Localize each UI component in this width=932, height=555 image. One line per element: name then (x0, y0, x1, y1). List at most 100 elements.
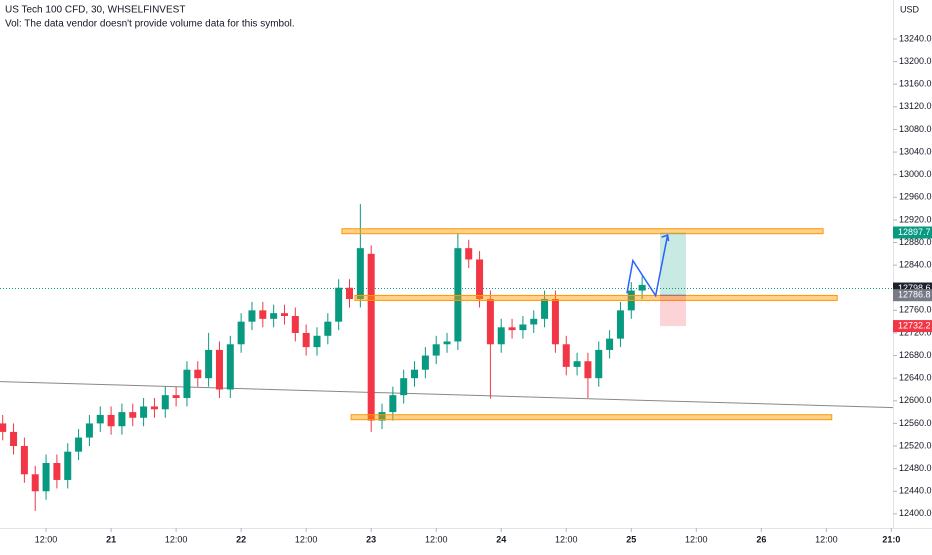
candle-body (129, 412, 137, 418)
x-tick-label: 12:00 (35, 534, 58, 544)
candle-body (432, 344, 440, 356)
x-tick-label: 12:00 (165, 534, 188, 544)
x-tick-label: 12:00 (555, 534, 578, 544)
x-tick-label: 22 (236, 534, 246, 544)
entry-price-label-bg (893, 289, 932, 302)
candle-body (75, 437, 83, 452)
y-tick-label: 12480.0 (899, 463, 932, 473)
candle-body (378, 412, 386, 421)
chart-subtitle: Vol: The data vendor doesn't provide vol… (5, 19, 295, 30)
y-tick-label: 13000.0 (899, 169, 932, 179)
candle-body (248, 310, 256, 322)
x-tick-label: 12:00 (685, 534, 708, 544)
candle-body (42, 462, 50, 492)
candle-body (150, 406, 158, 410)
candle-body (10, 431, 18, 447)
candle-body (280, 313, 288, 317)
x-tick-label: 12:00 (425, 534, 448, 544)
candle-body (20, 446, 28, 475)
candle-body (172, 395, 180, 398)
x-tick-label: 23 (366, 534, 376, 544)
arrow-head (661, 234, 670, 242)
candle-body (508, 327, 516, 331)
candle-body (476, 259, 484, 300)
candle-body (53, 462, 61, 480)
position-stop-area (659, 295, 687, 327)
candle-body (443, 341, 451, 345)
chart-title: US Tech 100 CFD, 30, WHSELFINVEST (5, 5, 185, 16)
candle-body (497, 327, 505, 345)
candle-body (194, 369, 202, 379)
y-tick-label: 12960.0 (899, 192, 932, 202)
x-tick-label: 12:00 (815, 534, 838, 544)
currency: USD (900, 4, 920, 14)
stop-price-label-bg (893, 320, 932, 333)
x-tick-label: 26 (756, 534, 766, 544)
candle-body (389, 395, 397, 413)
candle-body (270, 313, 278, 319)
candle-body (530, 318, 538, 325)
candle-body (551, 299, 559, 345)
y-tick-label: 12440.0 (899, 486, 932, 496)
y-tick-label: 12560.0 (899, 418, 932, 428)
candle-body (161, 395, 169, 410)
candle-body (107, 414, 115, 427)
x-tick-label: 21 (106, 534, 116, 544)
candle-body (85, 423, 93, 438)
candle-body (541, 299, 549, 319)
candle-body (356, 248, 364, 300)
y-tick-label: 13160.0 (899, 79, 932, 89)
y-tick-label: 13080.0 (899, 124, 932, 134)
candle-body (519, 324, 527, 331)
target-price-label-bg (893, 226, 932, 239)
y-tick-label: 13040.0 (899, 146, 932, 156)
y-tick-label: 12520.0 (899, 440, 932, 450)
candle-body (595, 349, 603, 379)
position-target-area (659, 232, 687, 296)
y-tick-label: 13200.0 (899, 56, 932, 66)
candle-body (215, 349, 223, 390)
y-tick-label: 12400.0 (899, 508, 932, 518)
trendline (0, 381, 894, 409)
last-price-label: 12798.6 (898, 283, 931, 293)
stop-price-label: 12732.2 (898, 320, 931, 330)
candle-body (291, 316, 299, 333)
candle-body (140, 406, 148, 418)
y-tick-label: 12680.0 (899, 350, 932, 360)
candle-body (486, 299, 494, 345)
y-tick-label: 12880.0 (899, 237, 932, 247)
candle-body (335, 287, 343, 322)
y-tick-label: 13120.0 (899, 101, 932, 111)
y-tick-label: 13240.0 (899, 33, 932, 43)
candle-body (324, 321, 332, 336)
y-tick-label: 12920.0 (899, 214, 932, 224)
y-tick-label: 12760.0 (899, 305, 932, 315)
candle-body (638, 284, 646, 291)
candle-body (584, 361, 592, 379)
x-tick-label: 25 (626, 534, 636, 544)
candle-body (118, 412, 126, 427)
candle-body (313, 335, 321, 348)
candle-body (237, 321, 245, 345)
x-tick-label: 12:00 (295, 534, 318, 544)
y-tick-label: 12600.0 (899, 395, 932, 405)
candle-body (454, 248, 462, 342)
candle-body (226, 344, 234, 390)
support-resistance-zone (350, 414, 833, 421)
candle-body (421, 355, 429, 370)
y-tick-label: 12840.0 (899, 260, 932, 270)
support-resistance-zone (354, 294, 838, 301)
candle-body (64, 451, 72, 480)
y-tick-label: 12720.0 (899, 327, 932, 337)
x-tick-label: 24 (496, 534, 506, 544)
candle-body (31, 474, 39, 492)
candle-body (573, 361, 581, 367)
candle-body (205, 349, 213, 379)
target-price-label: 12897.7 (898, 227, 931, 237)
candle-body (367, 253, 375, 421)
candle-body (606, 338, 614, 350)
candle-body (616, 310, 624, 339)
candle-body (346, 287, 354, 300)
